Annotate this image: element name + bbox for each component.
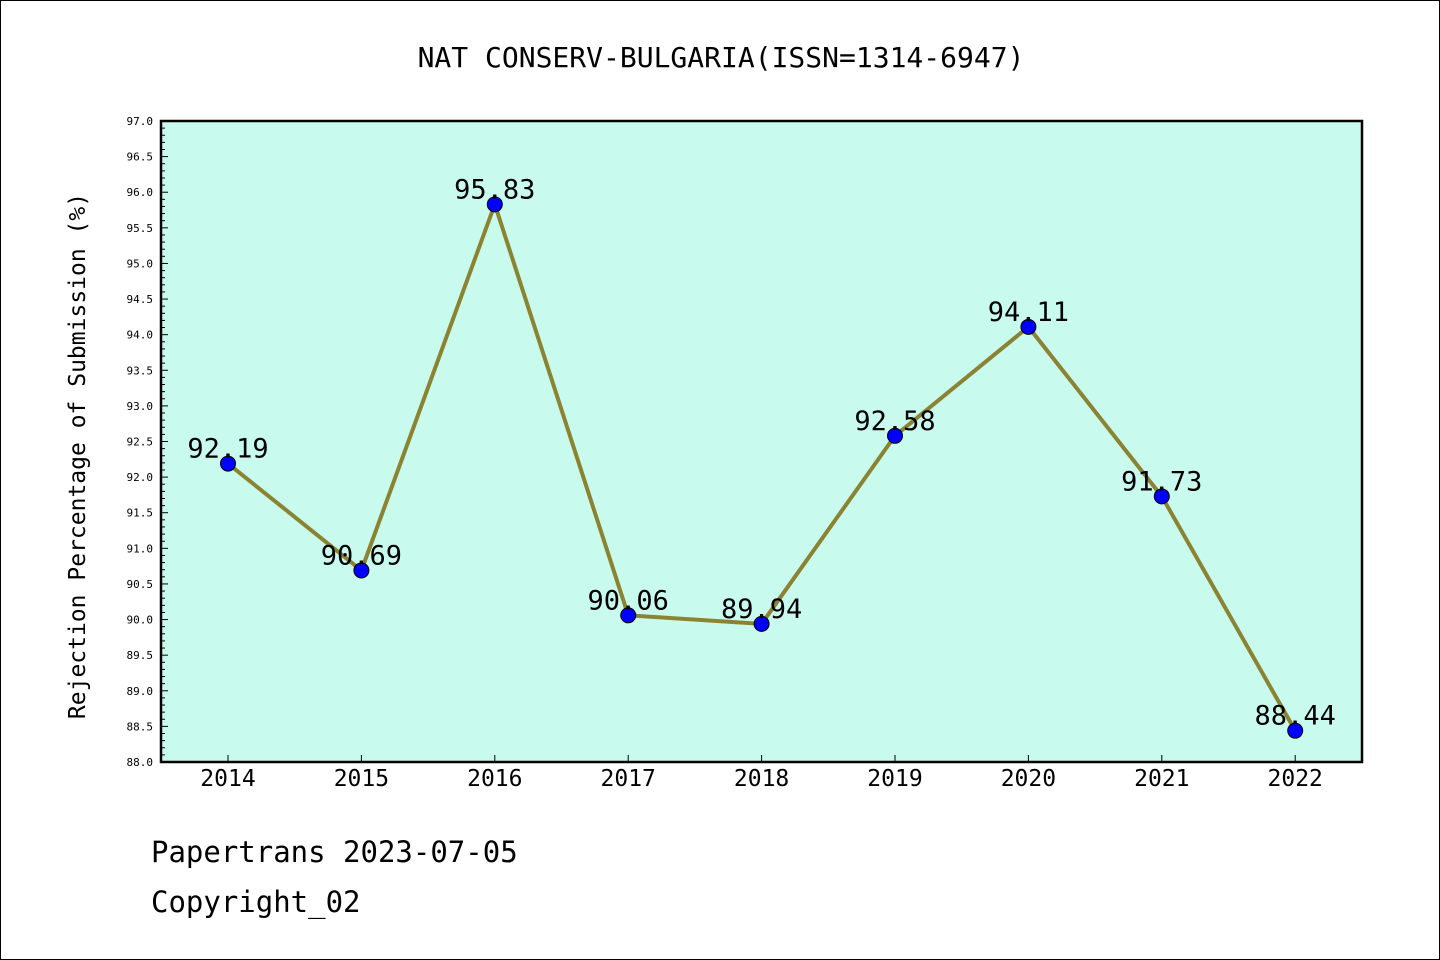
y-axis-label: Rejection Percentage of Submission (%) (65, 193, 91, 719)
chart-title: NAT CONSERV-BULGARIA(ISSN=1314-6947) (418, 41, 1025, 74)
x-tick-label: 2020 (1001, 766, 1056, 792)
data-label: 92.19 (187, 434, 268, 465)
x-tick-label: 2016 (467, 766, 522, 792)
y-tick-label: 90.5 (127, 578, 154, 591)
series-markers (220, 196, 1304, 739)
data-label: 89.94 (721, 594, 802, 625)
data-point (887, 427, 903, 444)
x-tick-label: 2018 (734, 766, 789, 792)
data-point (1020, 318, 1037, 335)
data-point (486, 196, 503, 213)
y-tick-label: 92.5 (127, 436, 154, 449)
x-axis-ticks: 2014 2015 2016 2017 2018 2019 2020 2021 2022 (200, 755, 1323, 792)
y-tick-label: 92.0 (127, 471, 154, 484)
y-tick-label: 91.0 (127, 542, 154, 555)
plot-frame (159, 119, 1364, 764)
y-tick-label: 89.0 (127, 685, 154, 698)
y-tick-label: 96.0 (127, 186, 154, 199)
x-tick-label: 2017 (601, 766, 656, 792)
y-tick-label: 89.5 (127, 649, 154, 662)
y-tick-label: 91.5 (127, 507, 154, 520)
y-tick-label: 94.0 (127, 329, 154, 342)
data-label: 92.58 (854, 406, 935, 437)
y-tick-label: 88.0 (127, 756, 154, 769)
data-point (620, 607, 637, 624)
y-tick-label: 93.0 (127, 400, 154, 413)
y-tick-label: 95.0 (127, 257, 154, 270)
y-tick-label: 95.5 (127, 222, 154, 235)
y-tick-label: 93.5 (127, 364, 154, 377)
data-point (1153, 488, 1170, 505)
data-label: 94.11 (988, 297, 1069, 328)
plot-area (161, 121, 1362, 762)
x-tick-label: 2014 (200, 766, 255, 792)
y-tick-label: 96.5 (127, 151, 154, 164)
y-tick-label: 88.5 (127, 720, 154, 733)
footer-copyright-line: Copyright_02 (151, 885, 361, 919)
data-labels: 92.19 90.69 95.83 90.06 89.94 92.58 94.11 91.73… (187, 174, 1335, 731)
data-point (220, 455, 236, 472)
x-tick-label: 2021 (1134, 766, 1189, 792)
data-label: 95.83 (454, 174, 535, 205)
x-tick-label: 2019 (867, 766, 922, 792)
data-point (1287, 722, 1304, 739)
data-point (353, 562, 370, 579)
data-point (753, 615, 770, 632)
y-tick-label: 97.0 (127, 115, 154, 128)
data-label: 88.44 (1255, 701, 1336, 732)
x-tick-label: 2022 (1268, 766, 1323, 792)
data-label: 90.06 (588, 585, 669, 616)
footer-date-line: Papertrans 2023-07-05 (151, 835, 518, 869)
data-label: 90.69 (321, 540, 402, 571)
x-tick-label: 2015 (334, 766, 389, 792)
y-tick-label: 90.0 (127, 614, 154, 627)
data-label: 91.73 (1121, 466, 1202, 497)
y-tick-label: 94.5 (127, 293, 154, 306)
